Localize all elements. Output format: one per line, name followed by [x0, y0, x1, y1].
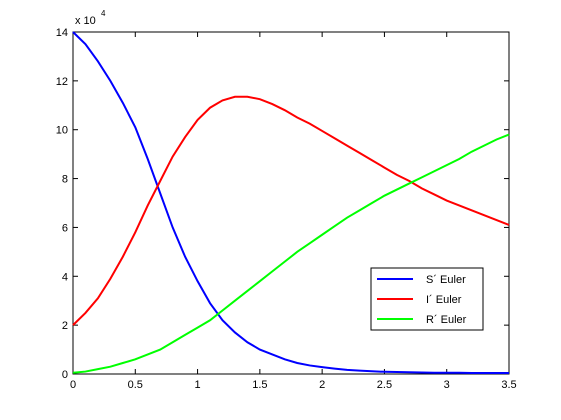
line-series — [72, 31, 509, 375]
line-series — [72, 133, 510, 374]
x-tick-label: 3.5 — [501, 379, 516, 391]
y-tick-label: 10 — [56, 125, 68, 137]
legend-label: R´ Euler — [426, 314, 467, 326]
y-tick-label: 4 — [62, 271, 68, 283]
y-tick-label: 2 — [62, 320, 68, 332]
x-tick-label: 3 — [444, 379, 450, 391]
legend-label: I´ Euler — [426, 294, 462, 306]
x-tick-label: 0.5 — [128, 379, 143, 391]
y-tick-label: 0 — [62, 369, 68, 381]
x-tick-label: 2 — [319, 379, 325, 391]
legend-label: S´ Euler — [426, 274, 466, 286]
axis-multiplier: x 10 — [75, 15, 96, 27]
y-tick-label: 6 — [62, 222, 68, 234]
line-series — [72, 95, 510, 326]
x-tick-label: 2.5 — [377, 379, 392, 391]
x-tick-label: 1 — [195, 379, 201, 391]
axis-exponent: 4 — [101, 9, 106, 18]
y-tick-label: 14 — [56, 27, 68, 39]
x-tick-label: 1.5 — [252, 379, 267, 391]
y-tick-label: 12 — [56, 76, 68, 88]
y-tick-label: 8 — [62, 174, 68, 186]
x-tick-label: 0 — [70, 379, 76, 391]
